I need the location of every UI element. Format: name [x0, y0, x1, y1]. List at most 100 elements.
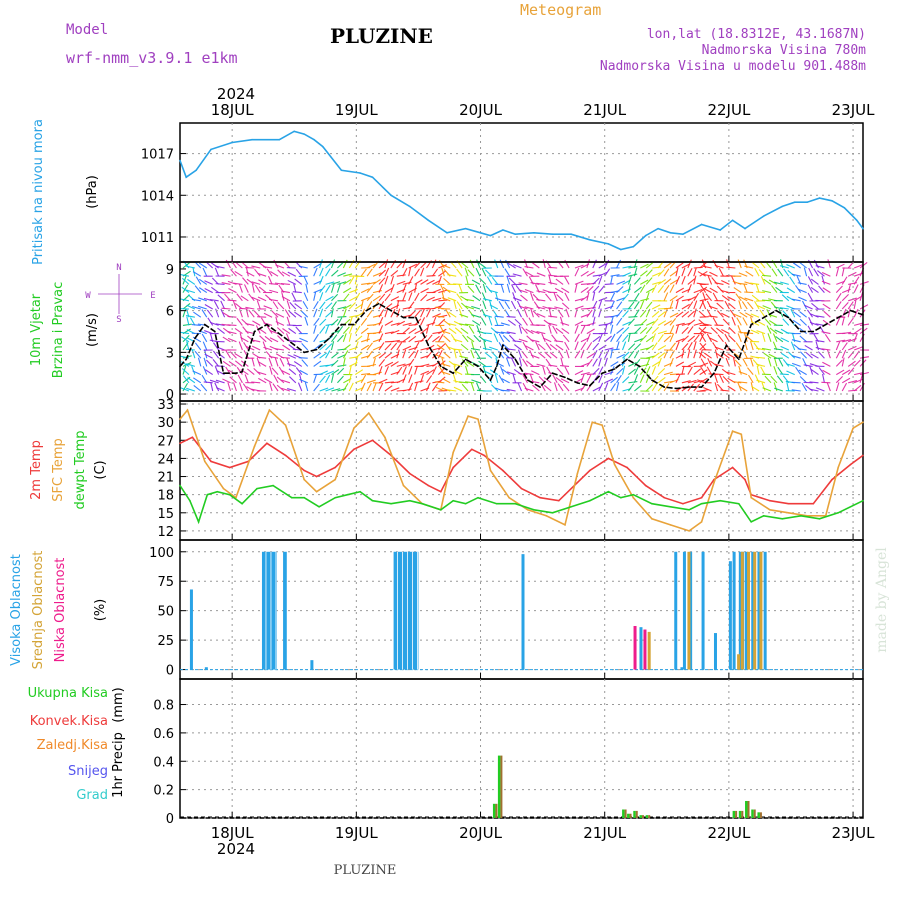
wind-arrow	[251, 345, 261, 351]
wind-arrow	[447, 322, 457, 326]
wind-arrow	[543, 377, 552, 384]
wind-arrow	[180, 298, 190, 302]
temp-2m-line-point	[334, 466, 337, 469]
wind-arrow	[221, 282, 231, 285]
temp-sfc-line-point	[852, 427, 854, 429]
wind-arrow	[580, 337, 590, 343]
wind-arrow	[738, 272, 748, 277]
wind-arrow	[489, 304, 499, 310]
temp-2m-line-point	[471, 448, 473, 451]
wind-arrow	[645, 326, 653, 334]
wind-arrow	[786, 370, 795, 376]
wind-arrow	[822, 287, 831, 294]
wind-arrow	[640, 263, 649, 269]
temp-2m-line-point	[303, 469, 305, 472]
wind-arrow	[521, 326, 528, 334]
dewpt-line-point	[346, 493, 349, 496]
wind-arrow	[633, 366, 639, 375]
wind-arrow	[245, 330, 255, 335]
wind-arrow	[233, 382, 237, 392]
dewpt-line-point	[818, 518, 821, 520]
wind-arrow	[512, 297, 522, 302]
dewpt-line-point	[189, 499, 191, 502]
wind-arrow	[818, 285, 825, 293]
wind-arrow	[799, 335, 807, 343]
wind-arrow	[181, 336, 190, 343]
wind-arrow	[476, 259, 481, 269]
wind-arrow	[726, 266, 736, 269]
wind-arrow	[378, 352, 387, 359]
pressure-line-point	[179, 159, 181, 162]
temp-sfc-line-point	[353, 427, 355, 429]
wind-arrow	[750, 313, 760, 318]
wind-arrow	[737, 259, 742, 269]
y-tick-label: 0	[166, 664, 174, 679]
wind-arrow	[390, 296, 400, 302]
wind-arrow	[348, 276, 355, 285]
wind-arrow	[734, 359, 742, 367]
wind-arrow	[775, 336, 784, 343]
wind-arrow	[621, 365, 626, 375]
wind-speed-line-point	[837, 316, 839, 319]
wind-arrow	[366, 263, 376, 269]
wind-arrow	[331, 293, 339, 302]
temp-sfc-line-point	[186, 409, 189, 411]
wind-speed-line-point	[601, 372, 604, 375]
wind-arrow	[645, 384, 654, 392]
wind-arrow	[651, 342, 658, 351]
wind-arrow	[426, 382, 431, 392]
wind-arrow	[790, 341, 796, 351]
wind-arrow	[294, 311, 303, 318]
wind-arrow	[847, 367, 855, 375]
wind-arrow	[687, 379, 697, 384]
wind-arrow	[645, 269, 653, 277]
temp-sfc-line-point	[179, 418, 181, 420]
wind-arrow	[586, 259, 590, 269]
wind-arrow	[817, 270, 825, 277]
dewpt-line-point	[272, 484, 274, 487]
temp-2m-line-point	[731, 466, 734, 469]
wind-arrow	[706, 300, 713, 310]
wind-arrow	[494, 331, 504, 335]
wind-arrow	[769, 320, 778, 326]
wind-arrow	[319, 308, 324, 318]
wind-arrow	[402, 268, 408, 277]
wind-arrow	[313, 317, 320, 326]
wind-arrow	[817, 351, 825, 359]
wind-arrow	[792, 319, 801, 326]
wind-arrow	[810, 353, 819, 359]
wind-arrow	[215, 308, 220, 318]
wind-arrow	[288, 310, 297, 318]
wind-arrow	[787, 270, 796, 277]
wind-arrow	[699, 270, 708, 277]
wind-speed-line-point	[688, 386, 690, 388]
wind-arrow	[543, 319, 552, 326]
wind-arrow	[349, 314, 359, 318]
wind-arrow	[530, 308, 534, 318]
wind-speed-line-point	[439, 365, 442, 368]
wind-arrow	[598, 300, 603, 310]
wind-arrow	[435, 381, 445, 384]
wind-arrow	[622, 376, 630, 384]
wind-arrow	[604, 268, 611, 277]
wind-arrow	[714, 363, 724, 367]
wind-arrow	[195, 276, 202, 285]
wind-arrow	[191, 323, 201, 326]
wind-arrow	[799, 351, 808, 359]
wind-arrow	[366, 285, 374, 293]
wind-arrow	[824, 334, 831, 343]
wind-arrow	[810, 278, 819, 285]
wind-arrow	[574, 320, 584, 326]
wind-arrow	[776, 375, 784, 384]
wind-arrow	[633, 301, 640, 310]
wind-arrow	[822, 373, 825, 383]
wind-arrow	[348, 365, 352, 375]
pressure-line-point	[644, 234, 647, 237]
wind-arrow	[319, 292, 324, 301]
temp-sfc-line-point	[268, 409, 271, 411]
wind-arrow	[453, 338, 463, 343]
wind-arrow	[586, 328, 595, 335]
wind-arrow	[516, 300, 523, 310]
wind-arrow	[716, 285, 724, 293]
